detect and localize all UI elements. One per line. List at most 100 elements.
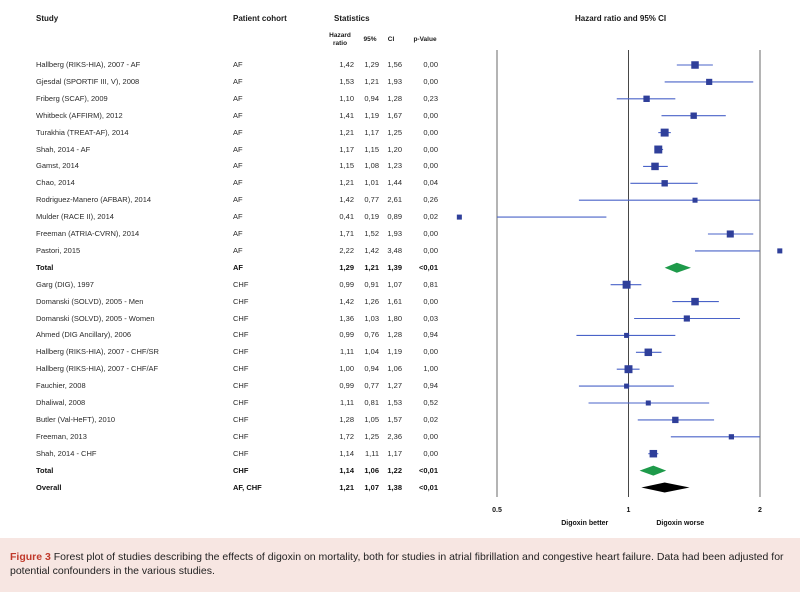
ci-lower-value: 1,04 [364, 347, 379, 357]
study-name: Garg (DIG), 1997 [36, 279, 94, 289]
table-row: Rodriguez-Manero (AFBAR), 2014 AF 1,42 0,77… [0, 192, 800, 208]
ci-lower-value: 1,01 [364, 178, 379, 188]
ci-lower-value: 0,94 [364, 364, 379, 374]
study-name: Butler (Val-HeFT), 2010 [36, 414, 116, 424]
p-value: 1,00 [423, 364, 438, 374]
study-name: Dhaliwal, 2008 [36, 398, 86, 407]
ci-lower-value: 0,77 [364, 381, 379, 391]
p-value: 0,00 [423, 76, 438, 86]
table-row: Gjesdal (SPORTIF III, V), 2008 AF 1,53 1,21… [0, 74, 800, 90]
table-row: Dhaliwal, 2008 CHF 1,11 0,81 1,53 0,52 [0, 395, 800, 411]
table-row: Pastori, 2015 AF 2,22 1,42 3,48 0,00 [0, 243, 800, 259]
p-value: 0,26 [423, 195, 438, 205]
ci-upper-value: 1,67 [387, 110, 402, 120]
patient-cohort: AF [233, 195, 243, 205]
table-row: Gamst, 2014 AF 1,15 1,08 1,23 0,00 [0, 158, 800, 174]
table-row: Ahmed (DIG Ancillary), 2006 CHF 0,99 0,76 1,… [0, 327, 800, 343]
plot-title: Hazard ratio and 95% CI [575, 14, 667, 23]
point-estimate-marker [654, 145, 663, 154]
ci-lower-value: 1,21 [364, 262, 379, 272]
study-name: Shah, 2014 - CHF [36, 448, 97, 458]
study-name: Pastori, 2015 [36, 245, 81, 255]
ci-lower-value: 1,06 [364, 465, 379, 475]
ci-lower-value: 0,19 [364, 212, 379, 222]
study-name: Hallberg (RIKS-HIA), 2007 - CHF/AF [36, 364, 159, 374]
hazard-ratio-value: 0,99 [339, 381, 354, 391]
ci-upper-value: 1,27 [387, 381, 402, 391]
p-value: 0,52 [423, 398, 438, 407]
ci-lower-value: 0,94 [364, 93, 379, 103]
hazard-ratio-value: 1,21 [339, 178, 354, 188]
ci-lower-value: 1,08 [364, 161, 379, 171]
point-estimate-marker [651, 162, 659, 171]
point-estimate-marker [624, 332, 630, 338]
table-row: Whitbeck (AFFIRM), 2012 AF 1,41 1,19 1,67 0,0… [0, 108, 800, 124]
study-name: Whitbeck (AFFIRM), 2012 [36, 110, 123, 120]
point-estimate-marker [644, 348, 653, 357]
hazard-ratio-value: 1,29 [339, 262, 354, 272]
patient-cohort: CHF [233, 381, 249, 391]
forest-plot: 0.5 1 2 Digoxin better Digoxin worse [456, 50, 783, 527]
p-value: 0,81 [423, 279, 438, 289]
table-row: Chao, 2014 AF 1,21 1,01 1,44 0,04 [0, 175, 800, 191]
ci-header: CI [387, 36, 395, 43]
hazard-ratio-value: 0,41 [339, 212, 354, 222]
study-name: Gjesdal (SPORTIF III, V), 2008 [36, 76, 140, 86]
study-name: Shah, 2014 - AF [36, 144, 91, 154]
patient-cohort: AF [233, 127, 243, 137]
total-diamond [639, 465, 667, 476]
ci-upper-value: 1,19 [387, 347, 402, 357]
p-value: <0,01 [419, 262, 438, 272]
study-name: Total [36, 262, 54, 272]
ci-lower-value: 1,07 [364, 482, 379, 492]
ci-upper-value: 1,07 [387, 279, 402, 289]
ci-lower-value: 1,19 [364, 110, 379, 120]
study-name: Domanski (SOLVD), 2005 - Women [36, 313, 155, 323]
point-estimate-marker [622, 280, 631, 289]
study-column-header: Study [36, 14, 59, 23]
point-estimate-marker [706, 78, 713, 85]
ci-upper-value: 1,57 [387, 414, 402, 424]
point-estimate-marker [660, 128, 669, 137]
ci-upper-value: 1,28 [387, 330, 402, 340]
cohort-column-header: Patient cohort [233, 14, 287, 23]
table-row: Shah, 2014 - CHF CHF 1,14 1,11 1,17 0,00 [0, 446, 800, 462]
p-value: 0,00 [423, 60, 438, 69]
x-tick-label: 2 [758, 507, 762, 514]
ci-lower-value: 1,15 [364, 144, 379, 154]
p-value: 0,00 [423, 127, 438, 137]
ci95-header: 95% [363, 36, 377, 43]
p-value: 0,23 [423, 93, 438, 103]
hazard-ratio-value: 1,71 [339, 229, 354, 238]
figure-label: Figure 3 [10, 551, 51, 563]
table-row: Domanski (SOLVD), 2005 - Men CHF 1,42 1,26 1… [0, 294, 800, 310]
point-estimate-marker [683, 315, 690, 322]
point-estimate-marker [624, 383, 630, 389]
study-name: Ahmed (DIG Ancillary), 2006 [36, 330, 132, 340]
hazard-ratio-value: 0,99 [339, 279, 354, 289]
ci-lower-value: 1,26 [364, 296, 379, 306]
hazard-ratio-value: 1,42 [339, 195, 354, 205]
patient-cohort: AF [233, 212, 243, 222]
patient-cohort: AF [233, 93, 243, 103]
patient-cohort: AF [233, 76, 243, 86]
hazard-ratio-value: 1,36 [339, 313, 354, 323]
figure-caption: Figure 3 Forest plot of studies describi… [0, 538, 800, 592]
ci-lower-value: 1,17 [364, 127, 379, 137]
table-row: Garg (DIG), 1997 CHF 0,99 0,91 1,07 0,81 [0, 277, 800, 293]
x-tick-label: 1 [627, 507, 631, 514]
p-value: 0,02 [423, 212, 438, 222]
ci-upper-value: 1,17 [387, 448, 402, 458]
hazard-ratio-value: 1,15 [339, 161, 354, 171]
p-value: 0,04 [423, 178, 438, 188]
patient-cohort: CHF [233, 431, 249, 441]
patient-cohort: CHF [233, 313, 249, 323]
study-name: Hallberg (RIKS-HIA), 2007 - CHF/SR [36, 347, 159, 357]
p-value: 0,94 [423, 330, 438, 340]
ci-upper-value: 3,48 [387, 245, 402, 255]
study-name: Domanski (SOLVD), 2005 - Men [36, 296, 144, 306]
point-estimate-marker [691, 297, 699, 306]
forest-plot-panel: Study Patient cohort Statistics Hazard r… [0, 14, 800, 527]
p-value: 0,00 [423, 347, 438, 357]
total-diamond [664, 262, 691, 273]
